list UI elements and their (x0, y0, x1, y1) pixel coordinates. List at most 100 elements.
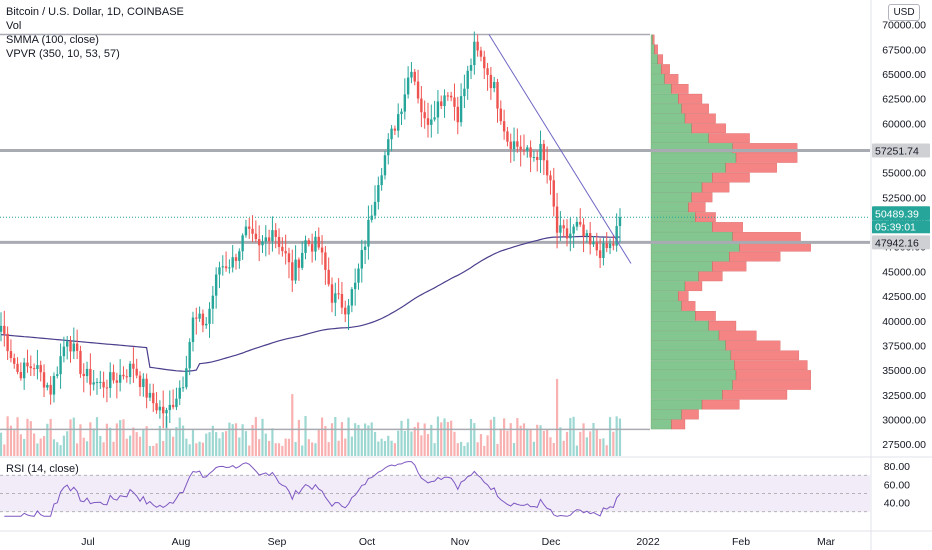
candle-body (512, 141, 516, 149)
candle-body (168, 404, 172, 410)
currency-badge[interactable]: USD (888, 4, 920, 21)
vp-row-up (650, 123, 692, 134)
candle-body (284, 251, 287, 254)
volume-bar (347, 417, 350, 456)
volume-bar (115, 423, 118, 456)
candle-body (82, 373, 85, 377)
candle-body (102, 381, 105, 388)
price-tick-label: 27500.00 (882, 439, 926, 451)
vp-row-up (650, 172, 713, 183)
vp-row-down (681, 409, 699, 420)
price-tick-label: 40000.00 (882, 316, 926, 328)
candle-body (26, 362, 29, 367)
candle-body (254, 233, 258, 240)
candle-body (522, 150, 526, 152)
volume-bar (476, 442, 479, 456)
volume-bar (599, 438, 602, 456)
candle-body (529, 147, 532, 158)
rsi-legend[interactable]: RSI (14, close) (6, 463, 79, 475)
volume-bar (466, 442, 469, 456)
vp-row-down (671, 83, 689, 94)
volume-bar (536, 424, 539, 456)
vp-row-down (708, 133, 750, 144)
volume-bar (281, 445, 284, 456)
candle-body (440, 101, 443, 107)
candle-body (291, 262, 294, 281)
volume-bar (370, 422, 373, 456)
candle-body (397, 114, 400, 131)
candle-body (453, 97, 456, 107)
vp-row-down (725, 162, 777, 173)
volume-bar (36, 443, 39, 456)
candle-body (443, 95, 446, 107)
volume-bar (575, 445, 579, 456)
volume-bar (258, 439, 261, 456)
candle-body (565, 228, 569, 239)
candle-body (145, 378, 148, 398)
volume-bar (426, 434, 430, 456)
volume-bar (92, 428, 95, 456)
candle-body (486, 68, 489, 75)
smma-legend[interactable]: SMMA (100, close) (6, 34, 99, 46)
price-tick-label: 45000.00 (882, 266, 926, 278)
candle-body (178, 387, 181, 399)
symbol-title[interactable]: Bitcoin / U.S. Dollar, 1D, COINBASE (6, 6, 184, 18)
vp-row-up (650, 291, 679, 301)
time-axis: Jul Aug Sep Oct Nov Dec 2022 Feb Mar (81, 536, 835, 548)
vp-row-up (650, 222, 713, 232)
candle-body (148, 392, 152, 398)
volume-bar (334, 416, 337, 456)
volume-bar (555, 378, 559, 456)
candle-body (22, 362, 26, 379)
candle-body (85, 368, 89, 377)
volume-bar (317, 429, 320, 456)
volume-bar (549, 437, 552, 456)
candle-body (304, 240, 307, 253)
volume-bar (284, 438, 287, 456)
volume-bar (99, 435, 102, 456)
vp-row-down (735, 370, 811, 380)
volume-bar (234, 423, 238, 456)
price-tick-label: 37500.00 (882, 340, 926, 352)
volume-bar (294, 441, 297, 456)
vp-row-up (650, 301, 682, 311)
vp-row-up (650, 261, 713, 272)
volume-bar (62, 435, 65, 456)
vol-legend[interactable]: Vol (6, 20, 22, 32)
volume-bars (0, 378, 622, 456)
volume-bar (383, 440, 387, 456)
vp-row-up (650, 162, 726, 173)
volume-bar (327, 442, 330, 456)
volume-bar (397, 430, 400, 456)
candle-body (19, 371, 23, 379)
vp-row-up (650, 281, 686, 292)
volume-bar (59, 445, 62, 456)
candle-body (324, 252, 327, 270)
volume-bar (76, 443, 79, 456)
candle-body (271, 230, 274, 242)
volume-bar (473, 423, 476, 456)
candle-body (152, 392, 155, 404)
volume-bar (191, 430, 195, 456)
vp-row-down (722, 389, 788, 400)
volume-bar (218, 438, 221, 456)
vp-row-down (730, 350, 800, 361)
volume-bar (516, 418, 519, 456)
volume-bar (205, 433, 208, 456)
candle-body (257, 239, 261, 246)
candle-body (9, 351, 13, 359)
candle-body (592, 242, 595, 245)
volume-bar (228, 422, 231, 456)
vp-row-up (650, 330, 720, 341)
last-price-tag-countdown: 05:39:01 (875, 221, 916, 233)
candle-body (446, 95, 450, 97)
volume-bar (552, 443, 555, 456)
volume-bar (350, 436, 353, 456)
candle-body (579, 221, 582, 225)
candle-body (218, 267, 221, 275)
candle-body (69, 341, 72, 352)
candle-body (526, 147, 529, 151)
candle-body (92, 382, 95, 385)
vpvr-legend[interactable]: VPVR (350, 10, 53, 57) (6, 48, 120, 60)
